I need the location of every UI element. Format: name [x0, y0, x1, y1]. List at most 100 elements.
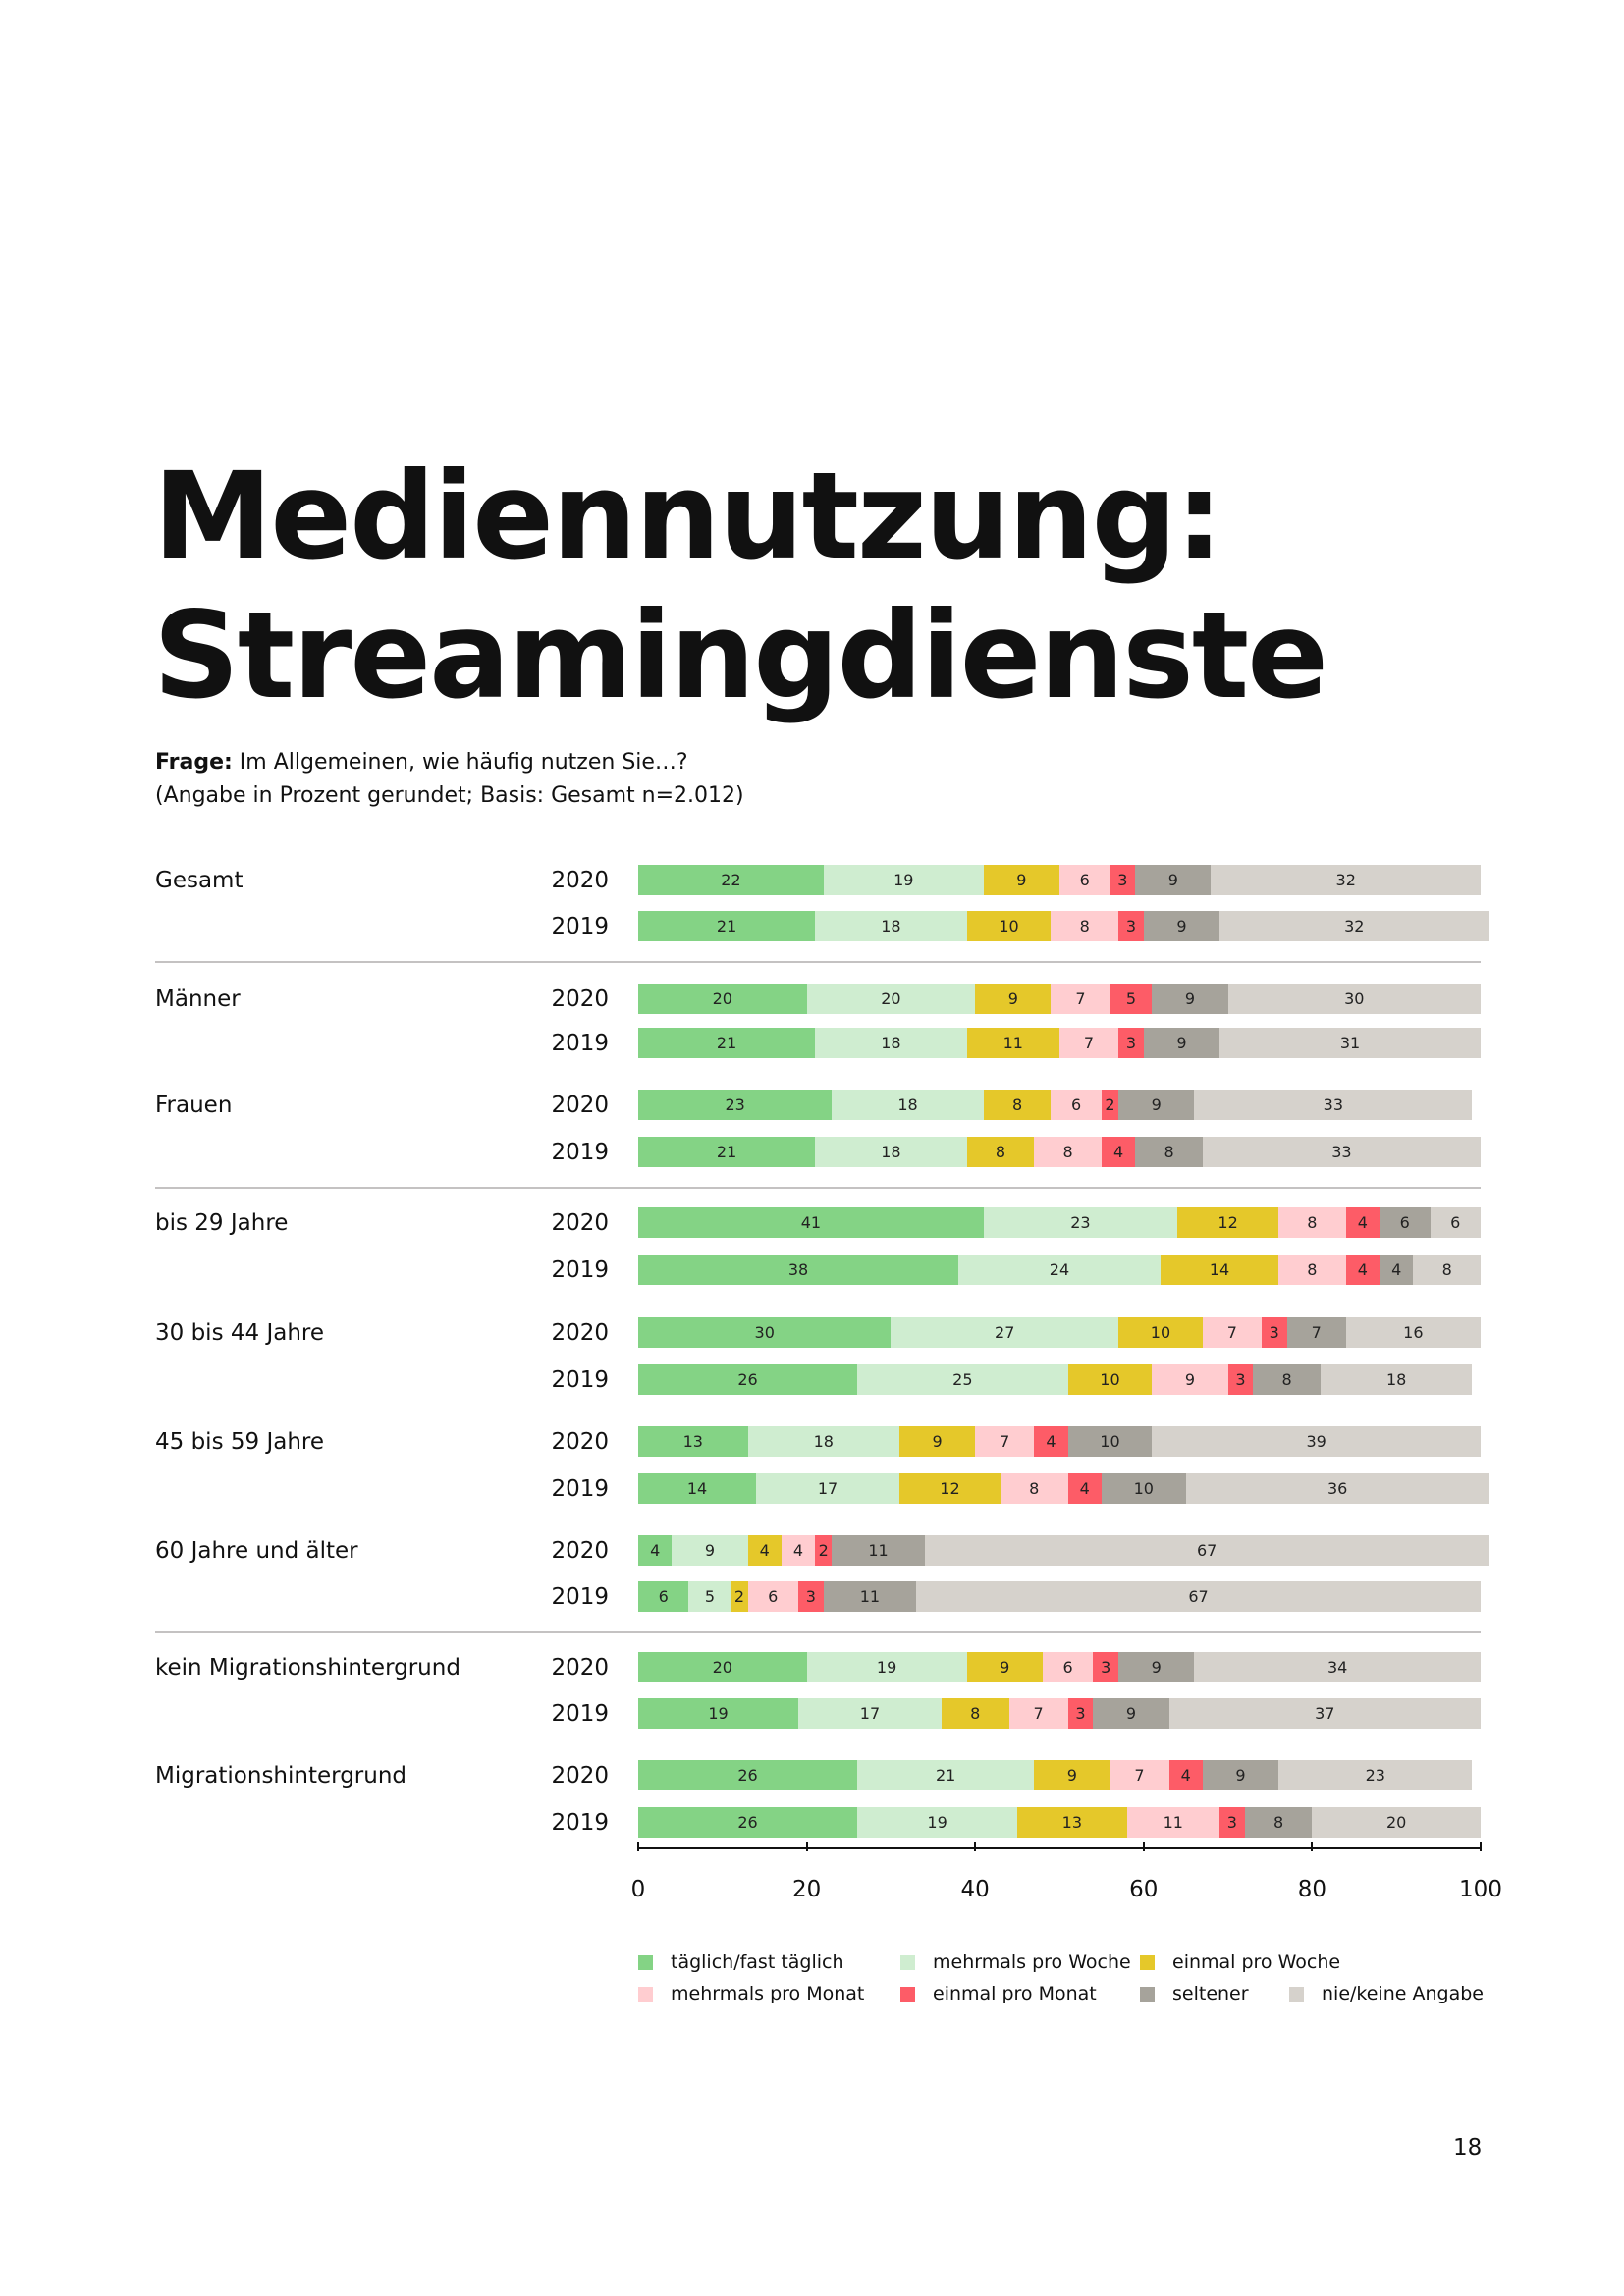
bar-segment: 9: [1093, 1698, 1169, 1729]
bar-segment: 6: [1042, 1652, 1094, 1682]
bar-segment: 10: [966, 911, 1052, 941]
bar-row: 21 18 8 8 4 8 33: [638, 1137, 1481, 1167]
bar-segment: 9: [966, 1652, 1043, 1682]
page-number: 18: [1453, 2135, 1483, 2161]
bar-segment: 9: [1143, 1028, 1220, 1058]
bar-segment: 19: [806, 1652, 967, 1682]
year-label: 2020: [551, 1538, 609, 1564]
bar-row: 41 23 12 8 4 6 6: [638, 1207, 1481, 1238]
bar-segment: 9: [1152, 1364, 1228, 1395]
x-tick-label: 100: [1459, 1877, 1502, 1902]
legend-item: einmal pro Woche: [1140, 1951, 1340, 1973]
year-label: 2019: [551, 914, 609, 939]
bar-segment: 25: [857, 1364, 1068, 1395]
bar-segment: 18: [1320, 1364, 1473, 1395]
legend-swatch: [638, 1986, 653, 2002]
bar-segment: 3: [1093, 1652, 1119, 1682]
bar-segment: 11: [1126, 1807, 1219, 1838]
bar-row: 20 20 9 7 5 9 30: [638, 984, 1481, 1014]
bar-segment: 2: [815, 1535, 833, 1566]
year-label: 2019: [551, 1701, 609, 1727]
bar-segment: 7: [1008, 1698, 1068, 1729]
bar-segment: 7: [975, 1426, 1035, 1457]
year-label: 2019: [551, 1476, 609, 1502]
bar-segment: 13: [1017, 1807, 1127, 1838]
x-tick: [1311, 1842, 1314, 1851]
legend-label: einmal pro Monat: [933, 1983, 1097, 2004]
bar-row: 4 9 4 4 2 11 67: [638, 1535, 1489, 1566]
x-tick-label: 60: [1129, 1877, 1159, 1902]
legend-swatch: [638, 1954, 653, 1970]
bar-segment: 24: [958, 1255, 1161, 1285]
x-tick: [805, 1842, 808, 1851]
bar-segment: 6: [1051, 1090, 1102, 1120]
legend-label: einmal pro Woche: [1172, 1951, 1341, 1973]
page-title: Mediennutzung: Streamingdienste: [153, 447, 1328, 725]
bar-segment: 19: [638, 1698, 799, 1729]
bar-row: 22 19 9 6 3 9 32: [638, 865, 1481, 895]
bar-segment: 7: [1051, 984, 1110, 1014]
bar-segment: 37: [1168, 1698, 1481, 1729]
bar-segment: 33: [1202, 1137, 1481, 1167]
bar-segment: 3: [1118, 911, 1144, 941]
bar-segment: 41: [638, 1207, 984, 1238]
legend-swatch: [1140, 1986, 1155, 2002]
legend-swatch: [1140, 1954, 1155, 1970]
bar-segment: 3: [1067, 1698, 1094, 1729]
bar-row: 14 17 12 8 4 10 36: [638, 1473, 1489, 1504]
bar-segment: 8: [1278, 1207, 1346, 1238]
year-label: 2019: [551, 1367, 609, 1393]
bar-segment: 17: [798, 1698, 942, 1729]
bar-segment: 21: [857, 1760, 1035, 1790]
bar-segment: 5: [688, 1581, 731, 1612]
bar-segment: 26: [638, 1807, 858, 1838]
bar-segment: 3: [1227, 1364, 1254, 1395]
bar-segment: 6: [1059, 865, 1110, 895]
x-axis: [638, 1847, 1481, 1849]
bar-segment: 14: [1160, 1255, 1279, 1285]
bar-row: 13 18 9 7 4 10 39: [638, 1426, 1481, 1457]
bar-segment: 36: [1185, 1473, 1489, 1504]
bar-row: 21 18 10 8 3 9 32: [638, 911, 1489, 941]
bar-segment: 4: [1101, 1137, 1136, 1167]
bar-row: 26 25 10 9 3 8 18: [638, 1364, 1481, 1395]
bar-segment: 6: [747, 1581, 798, 1612]
bar-segment: 8: [1000, 1473, 1068, 1504]
group-label: Männer: [155, 987, 241, 1012]
bar-segment: 8: [1413, 1255, 1481, 1285]
bar-row: 30 27 10 7 3 7 16: [638, 1317, 1481, 1348]
bar-segment: 4: [1345, 1255, 1380, 1285]
x-tick-label: 40: [960, 1877, 990, 1902]
bar-segment: 18: [815, 1028, 967, 1058]
bar-segment: 9: [672, 1535, 748, 1566]
x-tick: [1480, 1842, 1482, 1851]
legend-label: mehrmals pro Woche: [933, 1951, 1131, 1973]
bar-segment: 8: [1034, 1137, 1102, 1167]
bar-segment: 12: [1177, 1207, 1279, 1238]
bar-segment: 20: [638, 1652, 807, 1682]
bar-row: 26 21 9 7 4 9 23: [638, 1760, 1481, 1790]
bar-segment: 4: [638, 1535, 673, 1566]
bar-segment: 4: [747, 1535, 782, 1566]
bar-segment: 18: [747, 1426, 899, 1457]
bar-segment: 4: [1345, 1207, 1380, 1238]
group-label: kein Migrationshintergrund: [155, 1655, 460, 1681]
bar-segment: 27: [891, 1317, 1119, 1348]
year-label: 2020: [551, 987, 609, 1012]
year-label: 2020: [551, 1655, 609, 1681]
bar-segment: 11: [832, 1535, 925, 1566]
bar-segment: 3: [1261, 1317, 1287, 1348]
bar-segment: 3: [1110, 865, 1136, 895]
bar-segment: 14: [638, 1473, 757, 1504]
bar-segment: 21: [638, 1028, 816, 1058]
group-label: 60 Jahre und älter: [155, 1538, 358, 1564]
bar-segment: 7: [1202, 1317, 1262, 1348]
question-note: (Angabe in Prozent gerundet; Basis: Gesa…: [155, 783, 744, 808]
legend-item: seltener: [1140, 1983, 1249, 2004]
year-label: 2019: [551, 1810, 609, 1836]
legend-label: nie/keine Angabe: [1322, 1983, 1484, 2004]
bar-segment: 19: [857, 1807, 1018, 1838]
bar-segment: 13: [638, 1426, 748, 1457]
bar-segment: 9: [1118, 1090, 1195, 1120]
